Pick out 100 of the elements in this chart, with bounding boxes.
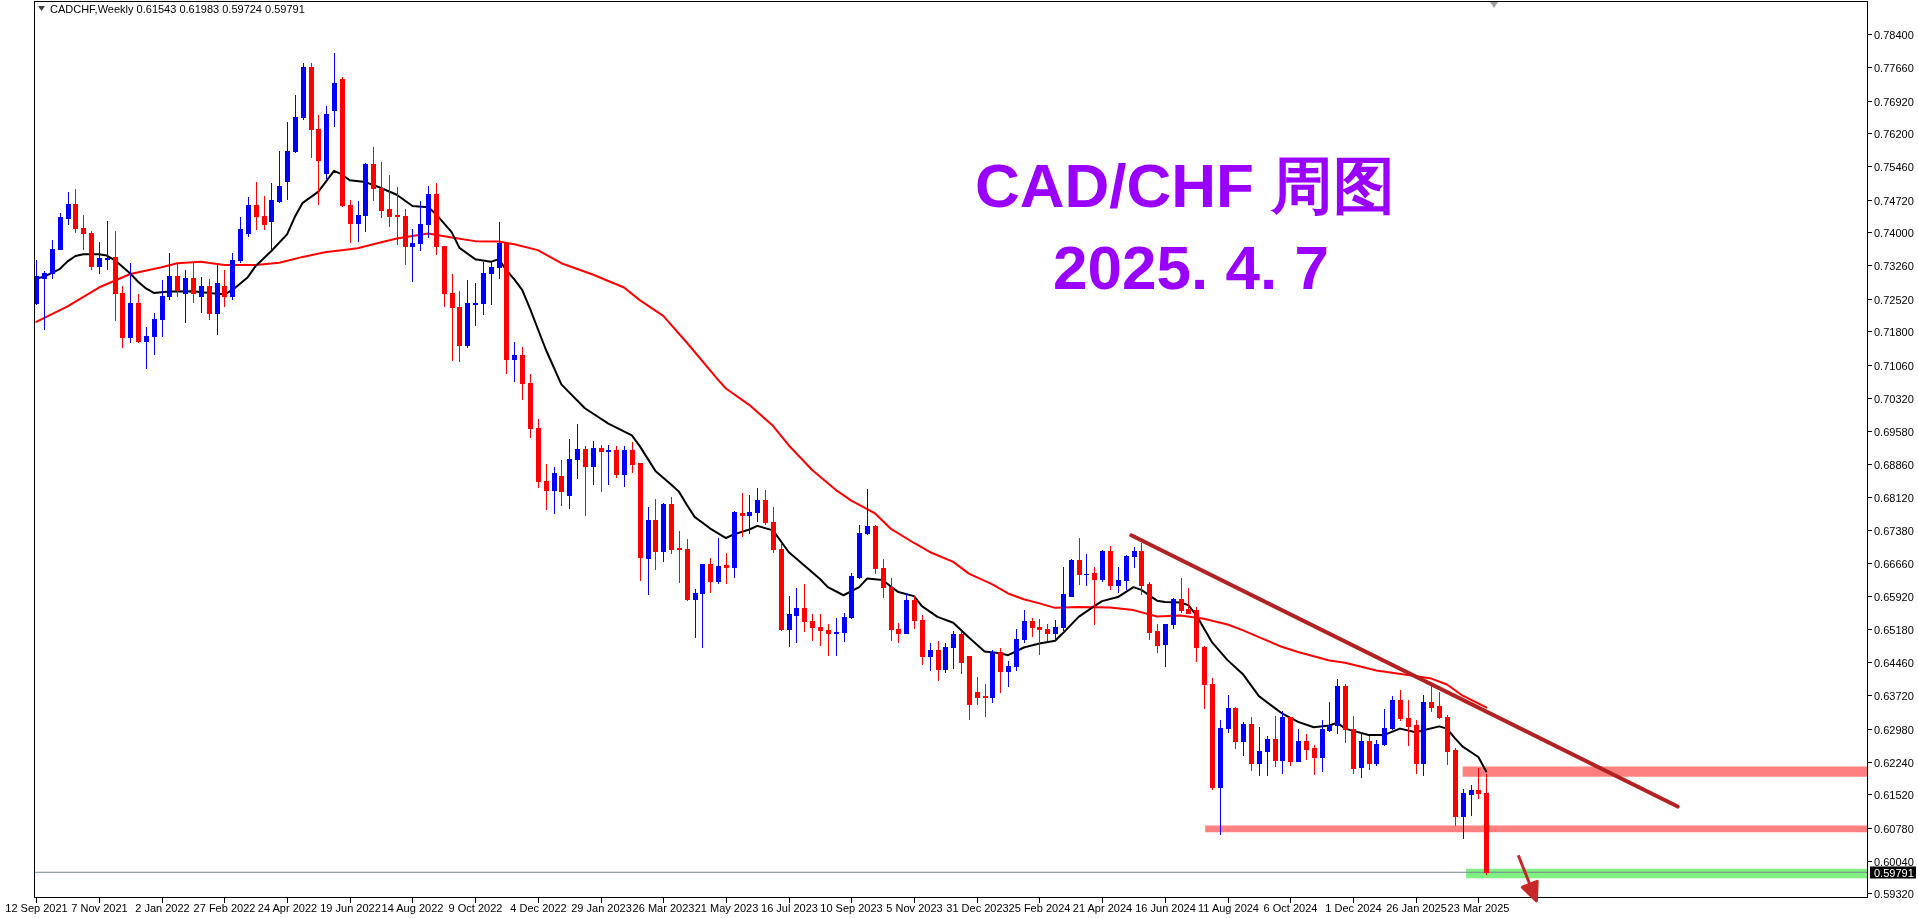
- y-tick-label: 0.67380: [1874, 524, 1914, 537]
- candlestick: [1312, 744, 1317, 776]
- candlestick: [967, 655, 972, 721]
- text: CAD/CHF 周图: [974, 151, 1396, 220]
- candlestick: [716, 537, 721, 585]
- candlestick: [951, 630, 956, 670]
- candlestick: [1014, 628, 1019, 672]
- candlestick: [254, 181, 259, 231]
- candlestick: [1453, 747, 1458, 827]
- candlestick: [1147, 581, 1152, 641]
- candlestick: [1037, 618, 1042, 656]
- candlestick: [1210, 677, 1215, 791]
- x-tick-label: 24 Apr 2022: [257, 902, 318, 914]
- y-tick-label: 0.76920: [1874, 95, 1914, 108]
- candlestick: [426, 185, 431, 239]
- candlestick: [552, 466, 557, 515]
- candlestick: [183, 269, 188, 324]
- candlestick: [1296, 728, 1301, 763]
- candlestick: [262, 195, 267, 231]
- candlestick: [1429, 684, 1434, 713]
- candlestick: [669, 496, 674, 555]
- candlestick: [1304, 733, 1309, 761]
- candlestick: [622, 445, 627, 488]
- candlestick: [1421, 694, 1426, 777]
- candlestick: [199, 276, 204, 314]
- x-tick-label: 21 May 2023: [694, 902, 759, 914]
- candlestick: [802, 583, 807, 633]
- candlestick: [89, 230, 94, 271]
- candlestick: [1241, 721, 1246, 757]
- y-tick-label: 0.74720: [1874, 194, 1914, 207]
- candlestick: [269, 182, 274, 251]
- candlestick: [1343, 683, 1348, 744]
- y-tick-label: 0.71800: [1874, 325, 1914, 338]
- candlestick: [536, 418, 541, 489]
- candlestick: [1288, 716, 1293, 767]
- x-tick-label: 7 Nov 2021: [71, 902, 128, 914]
- candlestick: [316, 114, 321, 206]
- candlestick: [285, 121, 290, 201]
- x-tick-label: 26 Jan 2025: [1386, 902, 1447, 914]
- candlestick: [857, 524, 862, 580]
- y-tick-label: 0.75460: [1874, 160, 1914, 173]
- candlestick: [1327, 701, 1332, 733]
- candlestick: [489, 261, 494, 306]
- candlestick: [826, 623, 831, 657]
- candlestick: [1186, 587, 1191, 615]
- candlestick: [896, 622, 901, 644]
- candlestick: [293, 94, 298, 154]
- candlestick: [1437, 691, 1442, 720]
- ref-line-label: 0.59791: [1874, 866, 1914, 879]
- candlestick: [481, 261, 486, 316]
- candlestick: [818, 613, 823, 647]
- candlestick: [473, 282, 478, 327]
- candlestick: [1406, 699, 1411, 747]
- candlestick: [1202, 645, 1207, 710]
- candlestick: [1367, 735, 1372, 771]
- candlestick: [583, 445, 588, 517]
- candlestick: [1139, 542, 1144, 596]
- candlestick: [1335, 678, 1340, 735]
- candlestick: [222, 269, 227, 308]
- candlestick: [685, 538, 690, 602]
- candlestick: [324, 105, 329, 180]
- candlestick: [160, 279, 165, 338]
- candlestick: [998, 647, 1003, 694]
- candlestick: [497, 221, 502, 280]
- x-tick-label: 26 Mar 2023: [632, 902, 695, 914]
- x-tick-label: 27 Feb 2022: [193, 902, 256, 914]
- x-tick-label: 9 Oct 2022: [448, 902, 503, 914]
- candlestick: [1280, 710, 1285, 775]
- candlestick: [238, 216, 243, 264]
- candlestick: [175, 262, 180, 298]
- y-tick-label: 0.65180: [1874, 623, 1914, 636]
- candlestick: [387, 174, 392, 228]
- candlestick: [787, 595, 792, 648]
- x-tick-label: 5 Nov 2023: [886, 902, 943, 914]
- candlestick: [1249, 716, 1254, 771]
- candlestick: [1053, 619, 1058, 641]
- x-tick-label: 16 Jun 2024: [1135, 902, 1196, 914]
- x-tick-label: 14 Aug 2022: [381, 902, 444, 914]
- x-tick-label: 10 Sep 2023: [820, 902, 883, 914]
- candlestick: [66, 191, 71, 226]
- candlestick: [1351, 715, 1356, 775]
- annotation: CADCHF,Weekly 0.61543 0.61983 0.59724 0.59791: [50, 3, 305, 15]
- candlestick: [457, 290, 462, 363]
- y-tick-label: 0.71060: [1874, 359, 1914, 372]
- candlestick: [442, 245, 447, 308]
- candlestick: [708, 557, 713, 594]
- candlestick: [693, 588, 698, 639]
- y-tick-label: 0.74000: [1874, 226, 1914, 239]
- candlestick: [794, 587, 799, 644]
- candlestick: [246, 196, 251, 238]
- y-tick-label: 0.62240: [1874, 756, 1914, 769]
- candlestick: [230, 252, 235, 301]
- candlestick: [1022, 609, 1027, 644]
- y-tick-label: 0.59320: [1874, 887, 1914, 900]
- x-tick-label: 23 Mar 2025: [1447, 902, 1510, 914]
- y-tick-label: 0.61520: [1874, 788, 1914, 801]
- candlestick: [1374, 739, 1379, 767]
- candlestick: [73, 188, 78, 234]
- candlestick: [881, 558, 886, 599]
- candlestick: [356, 200, 361, 243]
